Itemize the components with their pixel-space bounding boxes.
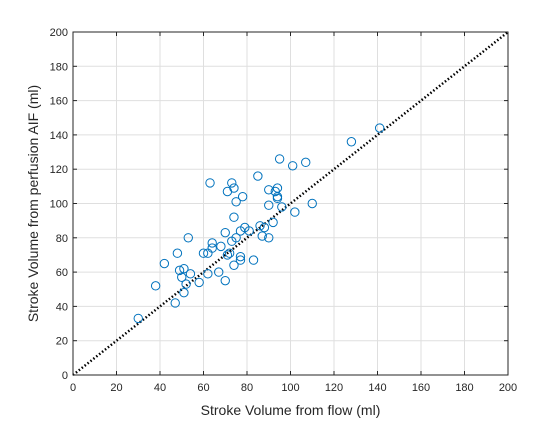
data-point (255, 221, 265, 231)
data-point (185, 269, 196, 279)
data-point (229, 183, 239, 193)
y-tick-label: 160 (50, 96, 68, 108)
y-tick-label: 120 (50, 164, 68, 176)
data-point (205, 178, 215, 188)
data-point (374, 123, 385, 133)
data-point (346, 137, 357, 147)
data-point (235, 255, 246, 265)
y-tick-label: 140 (50, 130, 68, 142)
y-tick-label: 60 (56, 267, 68, 279)
data-point (229, 260, 239, 270)
data-point (307, 198, 317, 209)
y-tick-label: 20 (56, 336, 68, 348)
y-axis-label: Stroke Volume from perfusion AIF (ml) (25, 85, 41, 322)
data-point (235, 251, 246, 262)
y-tick-label: 80 (56, 233, 68, 245)
x-axis-label: Stroke Volume from flow (ml) (201, 402, 381, 418)
data-point (277, 202, 287, 212)
data-point (287, 161, 298, 171)
data-point (272, 193, 283, 204)
data-point (183, 233, 193, 243)
data-point (244, 226, 254, 236)
x-tick-labels: 0 20 40 60 80 100 120 140 160 180 200 (70, 382, 517, 394)
data-point (253, 171, 263, 181)
y-tick-label: 180 (50, 61, 68, 73)
data-point (216, 241, 226, 252)
data-point (264, 185, 274, 195)
data-point (248, 255, 259, 265)
x-tick-label: 180 (455, 382, 473, 394)
data-point (231, 233, 241, 243)
data-point (264, 200, 274, 210)
ticks (72, 31, 509, 376)
y-tick-label: 0 (62, 370, 68, 382)
data-point (220, 275, 230, 286)
x-tick-label: 100 (281, 382, 299, 394)
data-point (203, 269, 213, 279)
x-tick-label: 20 (110, 382, 122, 394)
data-point (174, 265, 185, 276)
data-point (224, 248, 235, 258)
x-tick-label: 80 (241, 382, 253, 394)
data-point (172, 248, 183, 258)
data-point (222, 250, 233, 260)
data-point (207, 243, 217, 253)
data-point (181, 279, 191, 289)
data-point (214, 267, 224, 277)
y-tick-label: 200 (50, 27, 68, 39)
data-point (274, 154, 285, 164)
data-point (257, 231, 267, 241)
y-tick-label: 40 (56, 301, 68, 313)
x-tick-label: 40 (154, 382, 166, 394)
data-point (133, 313, 143, 324)
data-point (179, 263, 189, 274)
data-point (194, 277, 204, 288)
data-point (231, 197, 241, 207)
data-point (179, 287, 189, 298)
x-tick-label: 60 (197, 382, 209, 394)
data-point (159, 258, 170, 269)
data-point (220, 227, 230, 238)
x-tick-label: 160 (412, 382, 430, 394)
x-tick-label: 120 (325, 382, 343, 394)
data-point (198, 248, 209, 258)
x-tick-label: 140 (368, 382, 386, 394)
data-point (170, 298, 180, 308)
data-point (177, 272, 187, 282)
data-point (150, 281, 161, 291)
data-point (207, 238, 217, 248)
y-tick-label: 100 (50, 199, 68, 211)
data-point (227, 178, 237, 188)
data-point (259, 222, 270, 233)
x-tick-label: 0 (70, 382, 76, 394)
data-point (268, 217, 278, 228)
data-point (264, 233, 274, 243)
data-point (290, 207, 300, 217)
data-point (237, 191, 248, 202)
data-point (229, 212, 239, 222)
x-tick-label: 200 (499, 382, 517, 394)
data-points (133, 123, 385, 324)
y-tick-labels: 0 20 40 60 80 100 120 140 160 180 200 (50, 27, 68, 382)
data-point (301, 157, 311, 168)
